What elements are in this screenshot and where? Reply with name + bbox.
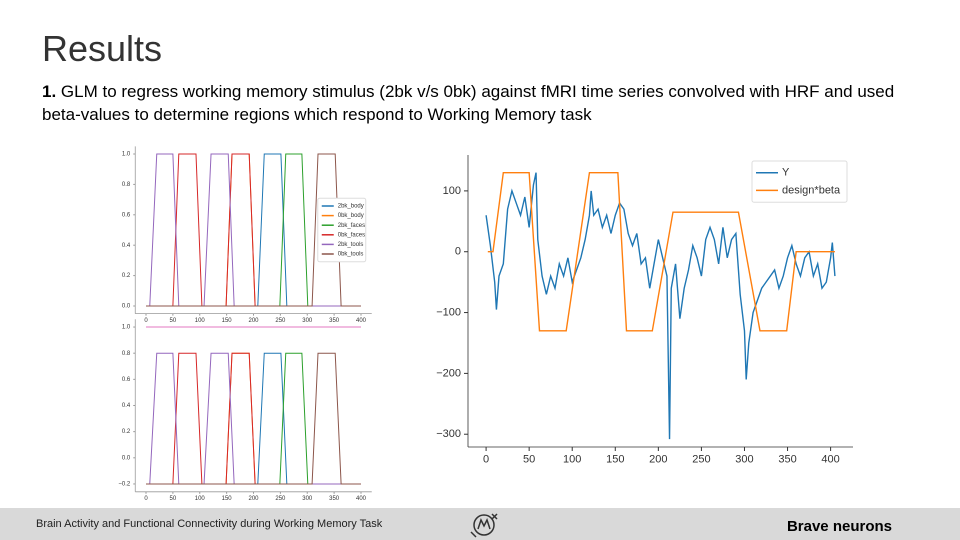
x-tick-label: 350: [778, 454, 796, 466]
x-tick-label: 400: [356, 496, 367, 502]
item-text: GLM to regress working memory stimulus (…: [42, 82, 895, 124]
y-tick-label: 0.6: [122, 377, 131, 383]
y-tick-label: −200: [436, 367, 461, 379]
x-tick-label: 200: [248, 318, 259, 324]
x-tick-label: 400: [356, 318, 367, 324]
x-tick-label: 100: [563, 454, 581, 466]
slide-title: Results: [42, 28, 163, 69]
y-tick-label: 1.0: [122, 325, 131, 331]
charts: 0 50 100 150 200 250 300 350 400 0.0 0.2 0.4 0.6 0.8 1…: [118, 146, 853, 502]
x-tick-label: 100: [195, 318, 206, 324]
y-tick-label: 0.8: [122, 182, 131, 188]
series-line: [487, 171, 835, 332]
x-tick-label: 100: [195, 496, 206, 502]
series-line: [146, 352, 361, 485]
x-tick-label: 0: [483, 454, 489, 466]
legend-label: 2bk_tools: [338, 242, 364, 248]
legend-label: 0bk_body: [338, 213, 364, 219]
x-tick-label: 50: [170, 496, 177, 502]
legend-box: [317, 197, 367, 263]
legend-label: 0bk_tools: [338, 252, 364, 258]
y-tick-label: 0.6: [122, 212, 131, 218]
legend-label: 0bk_faces: [338, 232, 365, 238]
x-tick-label: 250: [275, 318, 286, 324]
x-tick-label: 0: [144, 318, 148, 324]
x-tick-label: 350: [329, 318, 340, 324]
footer: Brain Activity and Functional Connectivi…: [0, 508, 960, 540]
y-tick-label: 0.0: [122, 455, 131, 461]
y-tick-label: 0: [455, 246, 461, 258]
legend-label: 2bk_body: [338, 204, 364, 210]
y-tick-label: −300: [436, 428, 461, 440]
x-tick-label: 300: [302, 318, 313, 324]
x-tick-label: 250: [692, 454, 710, 466]
legend-box: [751, 160, 848, 203]
item-number: 1.: [42, 82, 57, 101]
x-tick-label: 300: [735, 454, 753, 466]
y-tick-label: −100: [436, 306, 461, 318]
footer-brand: Brave neurons: [786, 518, 892, 535]
body-text: 1. GLM to regress working memory stimulu…: [42, 80, 922, 126]
series-line: [485, 172, 836, 440]
x-tick-label: 150: [606, 454, 624, 466]
x-tick-label: 50: [523, 454, 535, 466]
y-tick-label: 0.2: [122, 429, 131, 435]
y-tick-label: 100: [443, 185, 461, 197]
x-tick-label: 300: [302, 496, 313, 502]
legend-label: 2bk_faces: [338, 223, 365, 229]
x-tick-label: 200: [649, 454, 667, 466]
y-tick-label: 0.0: [122, 304, 131, 310]
x-tick-label: 200: [248, 496, 259, 502]
y-tick-label: 0.8: [122, 351, 131, 357]
x-tick-label: 250: [275, 496, 286, 502]
x-tick-label: 50: [170, 318, 177, 324]
y-tick-label: 1.0: [122, 152, 131, 158]
x-tick-label: 400: [821, 454, 839, 466]
y-tick-label: 0.2: [122, 273, 131, 279]
y-tick-label: 0.4: [122, 403, 131, 409]
y-tick-label: −0.2: [118, 482, 131, 488]
series-line: [146, 153, 361, 307]
footer-text: Brain Activity and Functional Connectivi…: [36, 518, 383, 530]
x-tick-label: 150: [222, 318, 233, 324]
legend-label: Y: [782, 167, 790, 179]
x-tick-label: 150: [222, 496, 233, 502]
x-tick-label: 350: [329, 496, 340, 502]
legend-label: design*beta: [782, 184, 841, 196]
logo: [470, 513, 498, 538]
x-tick-label: 0: [144, 496, 148, 502]
y-tick-label: 0.4: [122, 243, 131, 249]
